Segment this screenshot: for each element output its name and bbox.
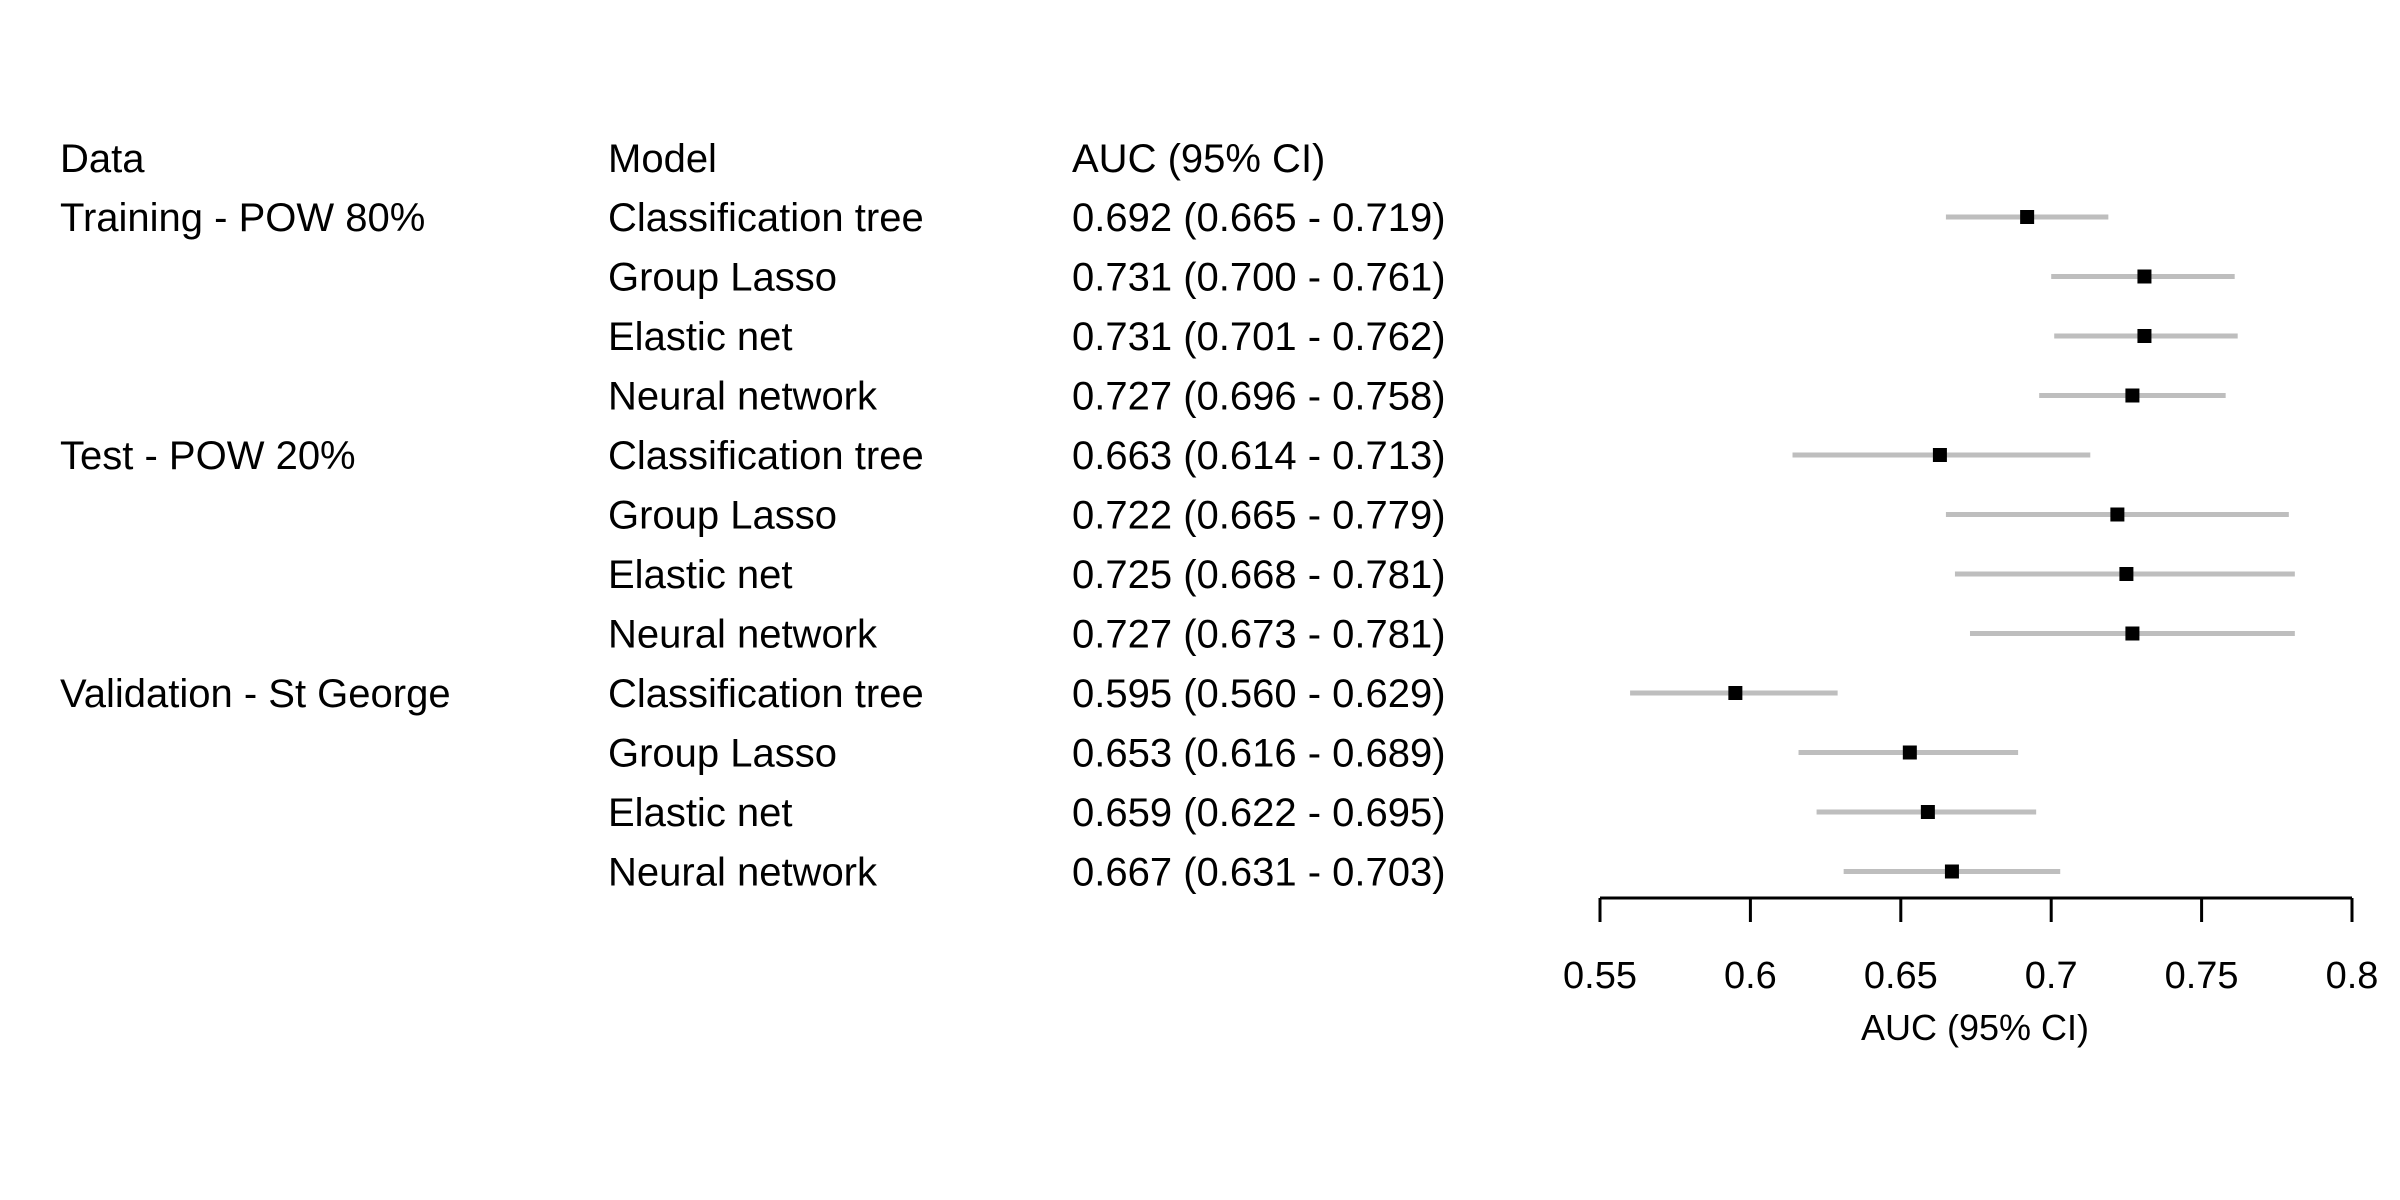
- row-auc-label: 0.595 (0.560 - 0.629): [1072, 672, 1446, 716]
- x-tick-label: 0.7: [2025, 955, 2078, 997]
- row-model-label: Neural network: [608, 375, 878, 419]
- auc-point: [1944, 864, 1959, 879]
- row-model-label: Group Lasso: [608, 732, 837, 776]
- row-auc-label: 0.653 (0.616 - 0.689): [1072, 732, 1446, 776]
- row-auc-label: 0.659 (0.622 - 0.695): [1072, 791, 1446, 835]
- row-model-label: Neural network: [608, 851, 878, 895]
- header-auc: AUC (95% CI): [1072, 137, 1325, 181]
- row-model-label: Neural network: [608, 613, 878, 657]
- row-model-label: Classification tree: [608, 434, 924, 478]
- row-auc-label: 0.692 (0.665 - 0.719): [1072, 196, 1446, 240]
- row-auc-label: 0.663 (0.614 - 0.713): [1072, 434, 1446, 478]
- row-data-label: Validation - St George: [60, 672, 451, 716]
- auc-point: [2110, 507, 2125, 522]
- x-axis: 0.55 0.6 0.65 0.7 0.75 0.8: [1563, 896, 2378, 997]
- row-model-label: Elastic net: [608, 791, 793, 835]
- row-auc-label: 0.667 (0.631 - 0.703): [1072, 851, 1446, 895]
- auc-point: [1920, 805, 1935, 819]
- x-axis-ticks: 0.55 0.6 0.65 0.7 0.75 0.8: [1563, 898, 2378, 997]
- header-data: Data: [60, 137, 145, 181]
- auc-point: [2119, 567, 2134, 581]
- row-auc-label: 0.722 (0.665 - 0.779): [1072, 494, 1446, 538]
- header-model: Model: [608, 137, 717, 181]
- row-auc-label: 0.725 (0.668 - 0.781): [1072, 553, 1446, 597]
- x-axis-title: AUC (95% CI): [1861, 1007, 2089, 1048]
- row-auc-label: 0.727 (0.696 - 0.758): [1072, 375, 1446, 419]
- row-auc-label: 0.731 (0.701 - 0.762): [1072, 315, 1446, 359]
- x-tick-label: 0.55: [1563, 955, 1637, 997]
- x-tick-label: 0.8: [2326, 955, 2379, 997]
- auc-point: [2020, 210, 2035, 224]
- row-data-label: Training - POW 80%: [60, 196, 425, 240]
- x-tick-label: 0.6: [1724, 955, 1777, 997]
- row-auc-label: 0.727 (0.673 - 0.781): [1072, 613, 1446, 657]
- plot-area: [1630, 210, 2295, 879]
- x-tick-label: 0.65: [1864, 955, 1938, 997]
- x-tick-label: 0.75: [2165, 955, 2239, 997]
- row-auc-label: 0.731 (0.700 - 0.761): [1072, 256, 1446, 300]
- row-model-label: Group Lasso: [608, 256, 837, 300]
- auc-point: [1902, 745, 1917, 760]
- row-model-label: Group Lasso: [608, 494, 837, 538]
- auc-point: [2125, 388, 2140, 403]
- auc-point: [1728, 686, 1743, 700]
- row-model-label: Classification tree: [608, 196, 924, 240]
- row-model-label: Classification tree: [608, 672, 924, 716]
- auc-point: [1932, 448, 1947, 462]
- auc-point: [2137, 329, 2152, 343]
- table-rows: Training - POW 80% Classification tree 0.6…: [60, 196, 1446, 895]
- auc-point: [2137, 269, 2152, 284]
- row-data-label: Test - POW 20%: [60, 434, 356, 478]
- row-model-label: Elastic net: [608, 315, 793, 359]
- auc-point: [2125, 626, 2140, 641]
- row-model-label: Elastic net: [608, 553, 793, 597]
